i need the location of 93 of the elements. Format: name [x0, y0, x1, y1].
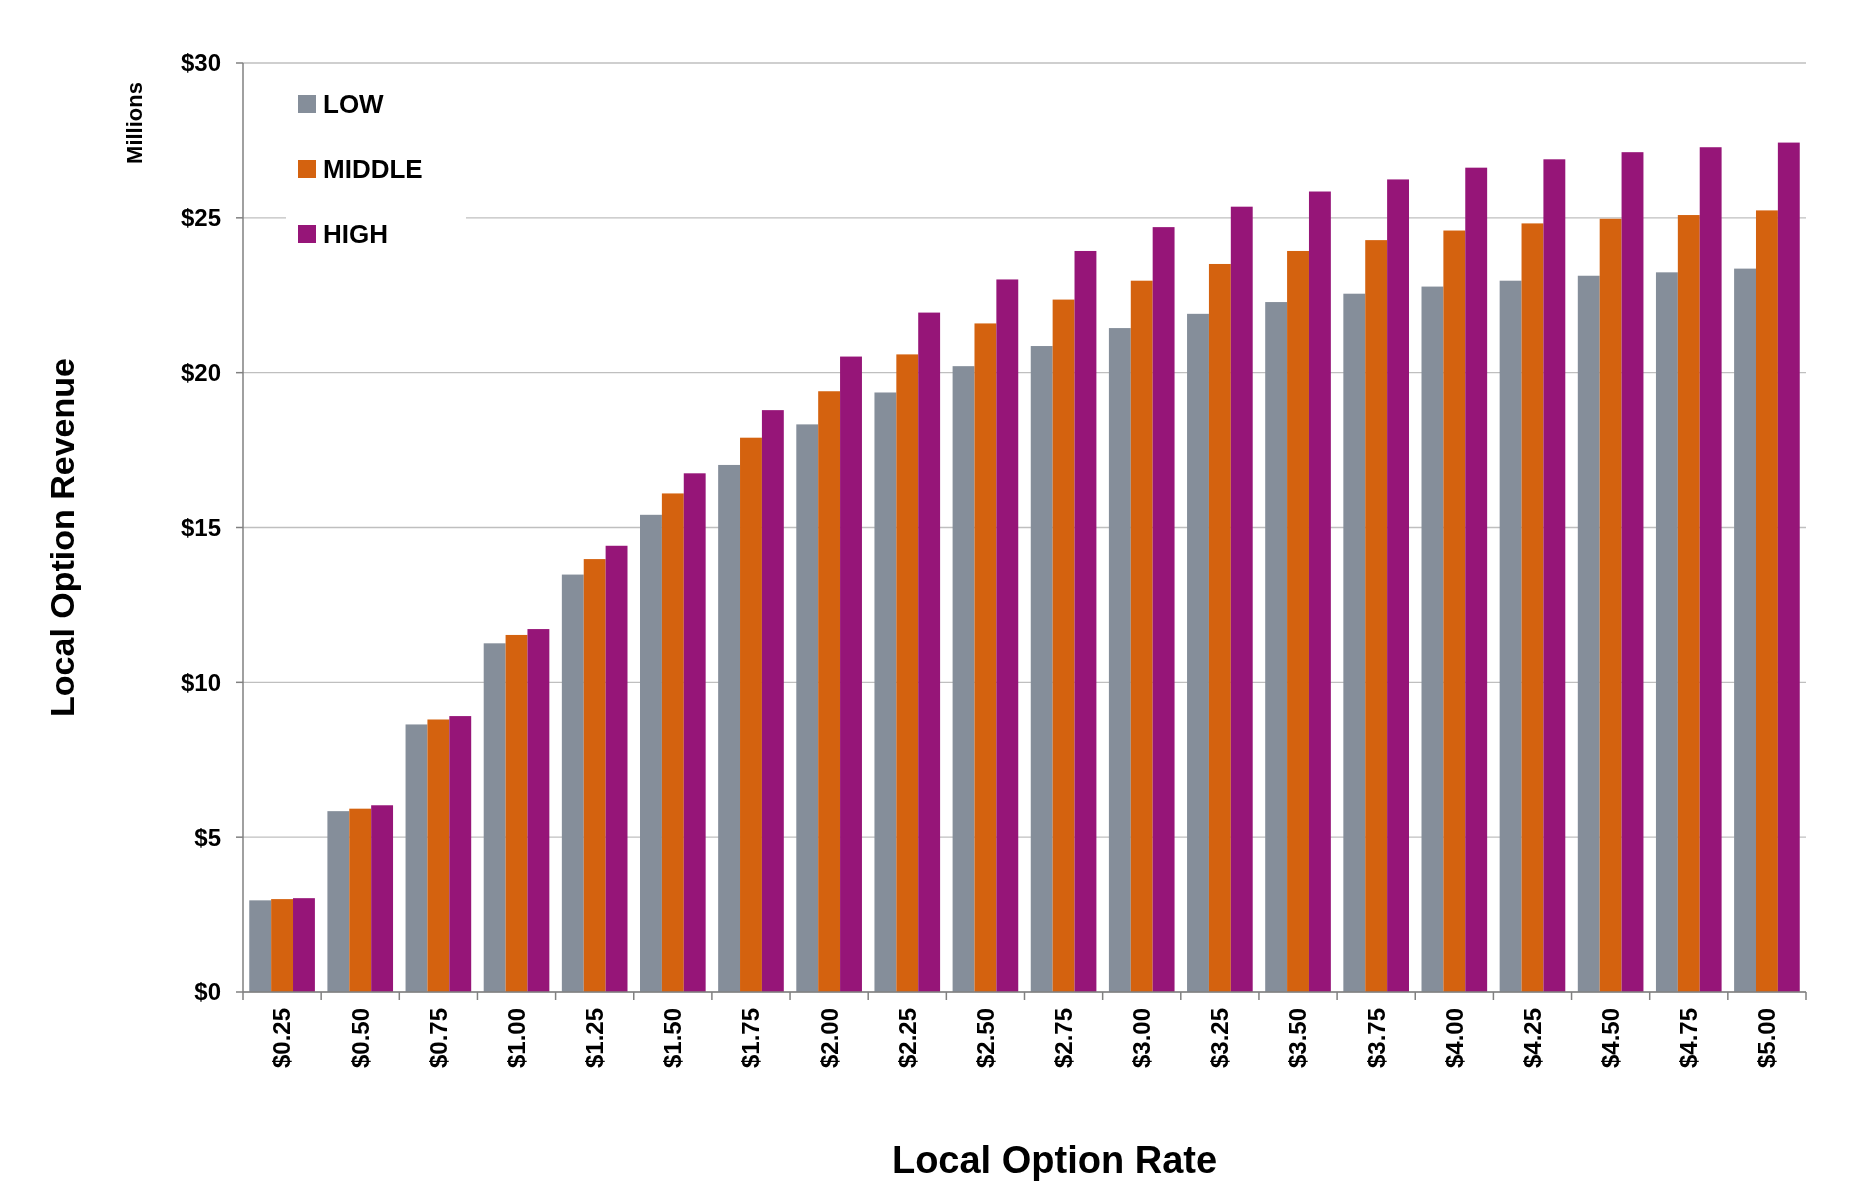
y-tick-label: $30 — [180, 49, 221, 77]
y-tick-label: $10 — [180, 668, 221, 696]
bar — [1265, 302, 1288, 992]
x-tick-label: $4.75 — [1675, 1008, 1703, 1069]
x-tick-label: $4.00 — [1440, 1008, 1468, 1069]
bar — [661, 493, 684, 992]
bar — [840, 356, 862, 992]
bar — [1699, 147, 1722, 992]
bar — [1208, 263, 1231, 992]
x-tick-label: $0.50 — [346, 1008, 374, 1069]
x-tick-label: $2.00 — [815, 1008, 843, 1069]
legend-label: MIDDLE — [323, 154, 423, 185]
bar — [818, 391, 841, 992]
bar — [1755, 210, 1778, 992]
bar — [1108, 328, 1131, 992]
x-tick-label: $3.25 — [1206, 1008, 1234, 1069]
bar — [1074, 250, 1097, 992]
bar — [1543, 159, 1566, 992]
bar — [1599, 218, 1622, 992]
bar — [974, 323, 997, 992]
bar — [1187, 313, 1209, 992]
y-tick-label: $20 — [180, 359, 221, 387]
bar — [605, 545, 628, 992]
bar — [561, 574, 584, 992]
x-tick-label: $2.25 — [893, 1008, 921, 1069]
bar — [1387, 179, 1409, 992]
bar — [1777, 142, 1800, 992]
bar — [796, 424, 819, 992]
y-tick-label: $5 — [194, 823, 221, 851]
x-tick-label: $1.00 — [502, 1008, 530, 1069]
bar — [271, 899, 294, 992]
bar — [896, 354, 919, 992]
y-axis-title: Local Option Revenue — [43, 358, 81, 717]
bar — [1521, 223, 1544, 992]
bar — [1152, 227, 1175, 992]
x-tick-label: $1.50 — [659, 1008, 687, 1069]
bar — [718, 464, 741, 992]
bar — [640, 514, 662, 992]
bar — [483, 643, 506, 992]
bar — [1130, 280, 1153, 992]
bar — [293, 898, 315, 992]
bar — [761, 410, 784, 992]
x-tick-label: $0.75 — [424, 1008, 452, 1069]
bar — [1655, 272, 1678, 992]
bar — [505, 634, 528, 992]
bar — [740, 437, 762, 992]
y-tick-label: $15 — [180, 513, 221, 541]
bar — [1421, 286, 1444, 992]
legend-label: LOW — [323, 89, 385, 120]
bar — [583, 559, 606, 992]
bar — [1734, 268, 1756, 992]
x-axis-title: Local Option Rate — [891, 1139, 1218, 1181]
x-tick-label: $4.25 — [1518, 1008, 1546, 1069]
x-tick-label: $3.50 — [1284, 1008, 1312, 1069]
text: Millions — [122, 82, 147, 164]
bar — [1287, 250, 1309, 992]
bar — [327, 811, 350, 992]
x-tick-label: $0.25 — [268, 1008, 296, 1069]
bar — [427, 719, 450, 992]
bar — [1677, 215, 1700, 992]
bar — [1365, 240, 1388, 992]
bar — [527, 629, 550, 992]
y-tick-label: $25 — [180, 204, 221, 232]
bar — [996, 279, 1019, 992]
x-tick-label: $3.00 — [1128, 1008, 1156, 1069]
bar — [1443, 230, 1466, 992]
x-tick-label: $1.25 — [581, 1008, 609, 1069]
bar — [449, 716, 472, 992]
bar — [371, 805, 394, 992]
bar — [1499, 280, 1522, 992]
bar — [1052, 299, 1075, 992]
bar — [405, 724, 428, 992]
bar — [1343, 293, 1366, 992]
x-tick-label: $5.00 — [1753, 1008, 1781, 1069]
x-tick-label: $2.50 — [971, 1008, 999, 1069]
legend-label: HIGH — [323, 219, 388, 250]
x-tick-label: $3.75 — [1362, 1008, 1390, 1069]
x-tick-label: $2.75 — [1049, 1008, 1077, 1069]
bar — [874, 392, 897, 992]
bar — [683, 473, 706, 992]
bar — [1308, 191, 1331, 992]
bar — [918, 312, 941, 992]
bar — [1030, 346, 1053, 992]
bar — [952, 366, 975, 992]
x-tick-label: $4.50 — [1597, 1008, 1625, 1069]
y-tick-label: $0 — [194, 978, 221, 1006]
bar — [1230, 206, 1253, 992]
x-tick-label: $1.75 — [737, 1008, 765, 1069]
bar — [1621, 152, 1644, 992]
bar — [249, 900, 272, 992]
bar — [1465, 167, 1488, 992]
bar — [349, 808, 372, 992]
bar — [1577, 275, 1600, 992]
